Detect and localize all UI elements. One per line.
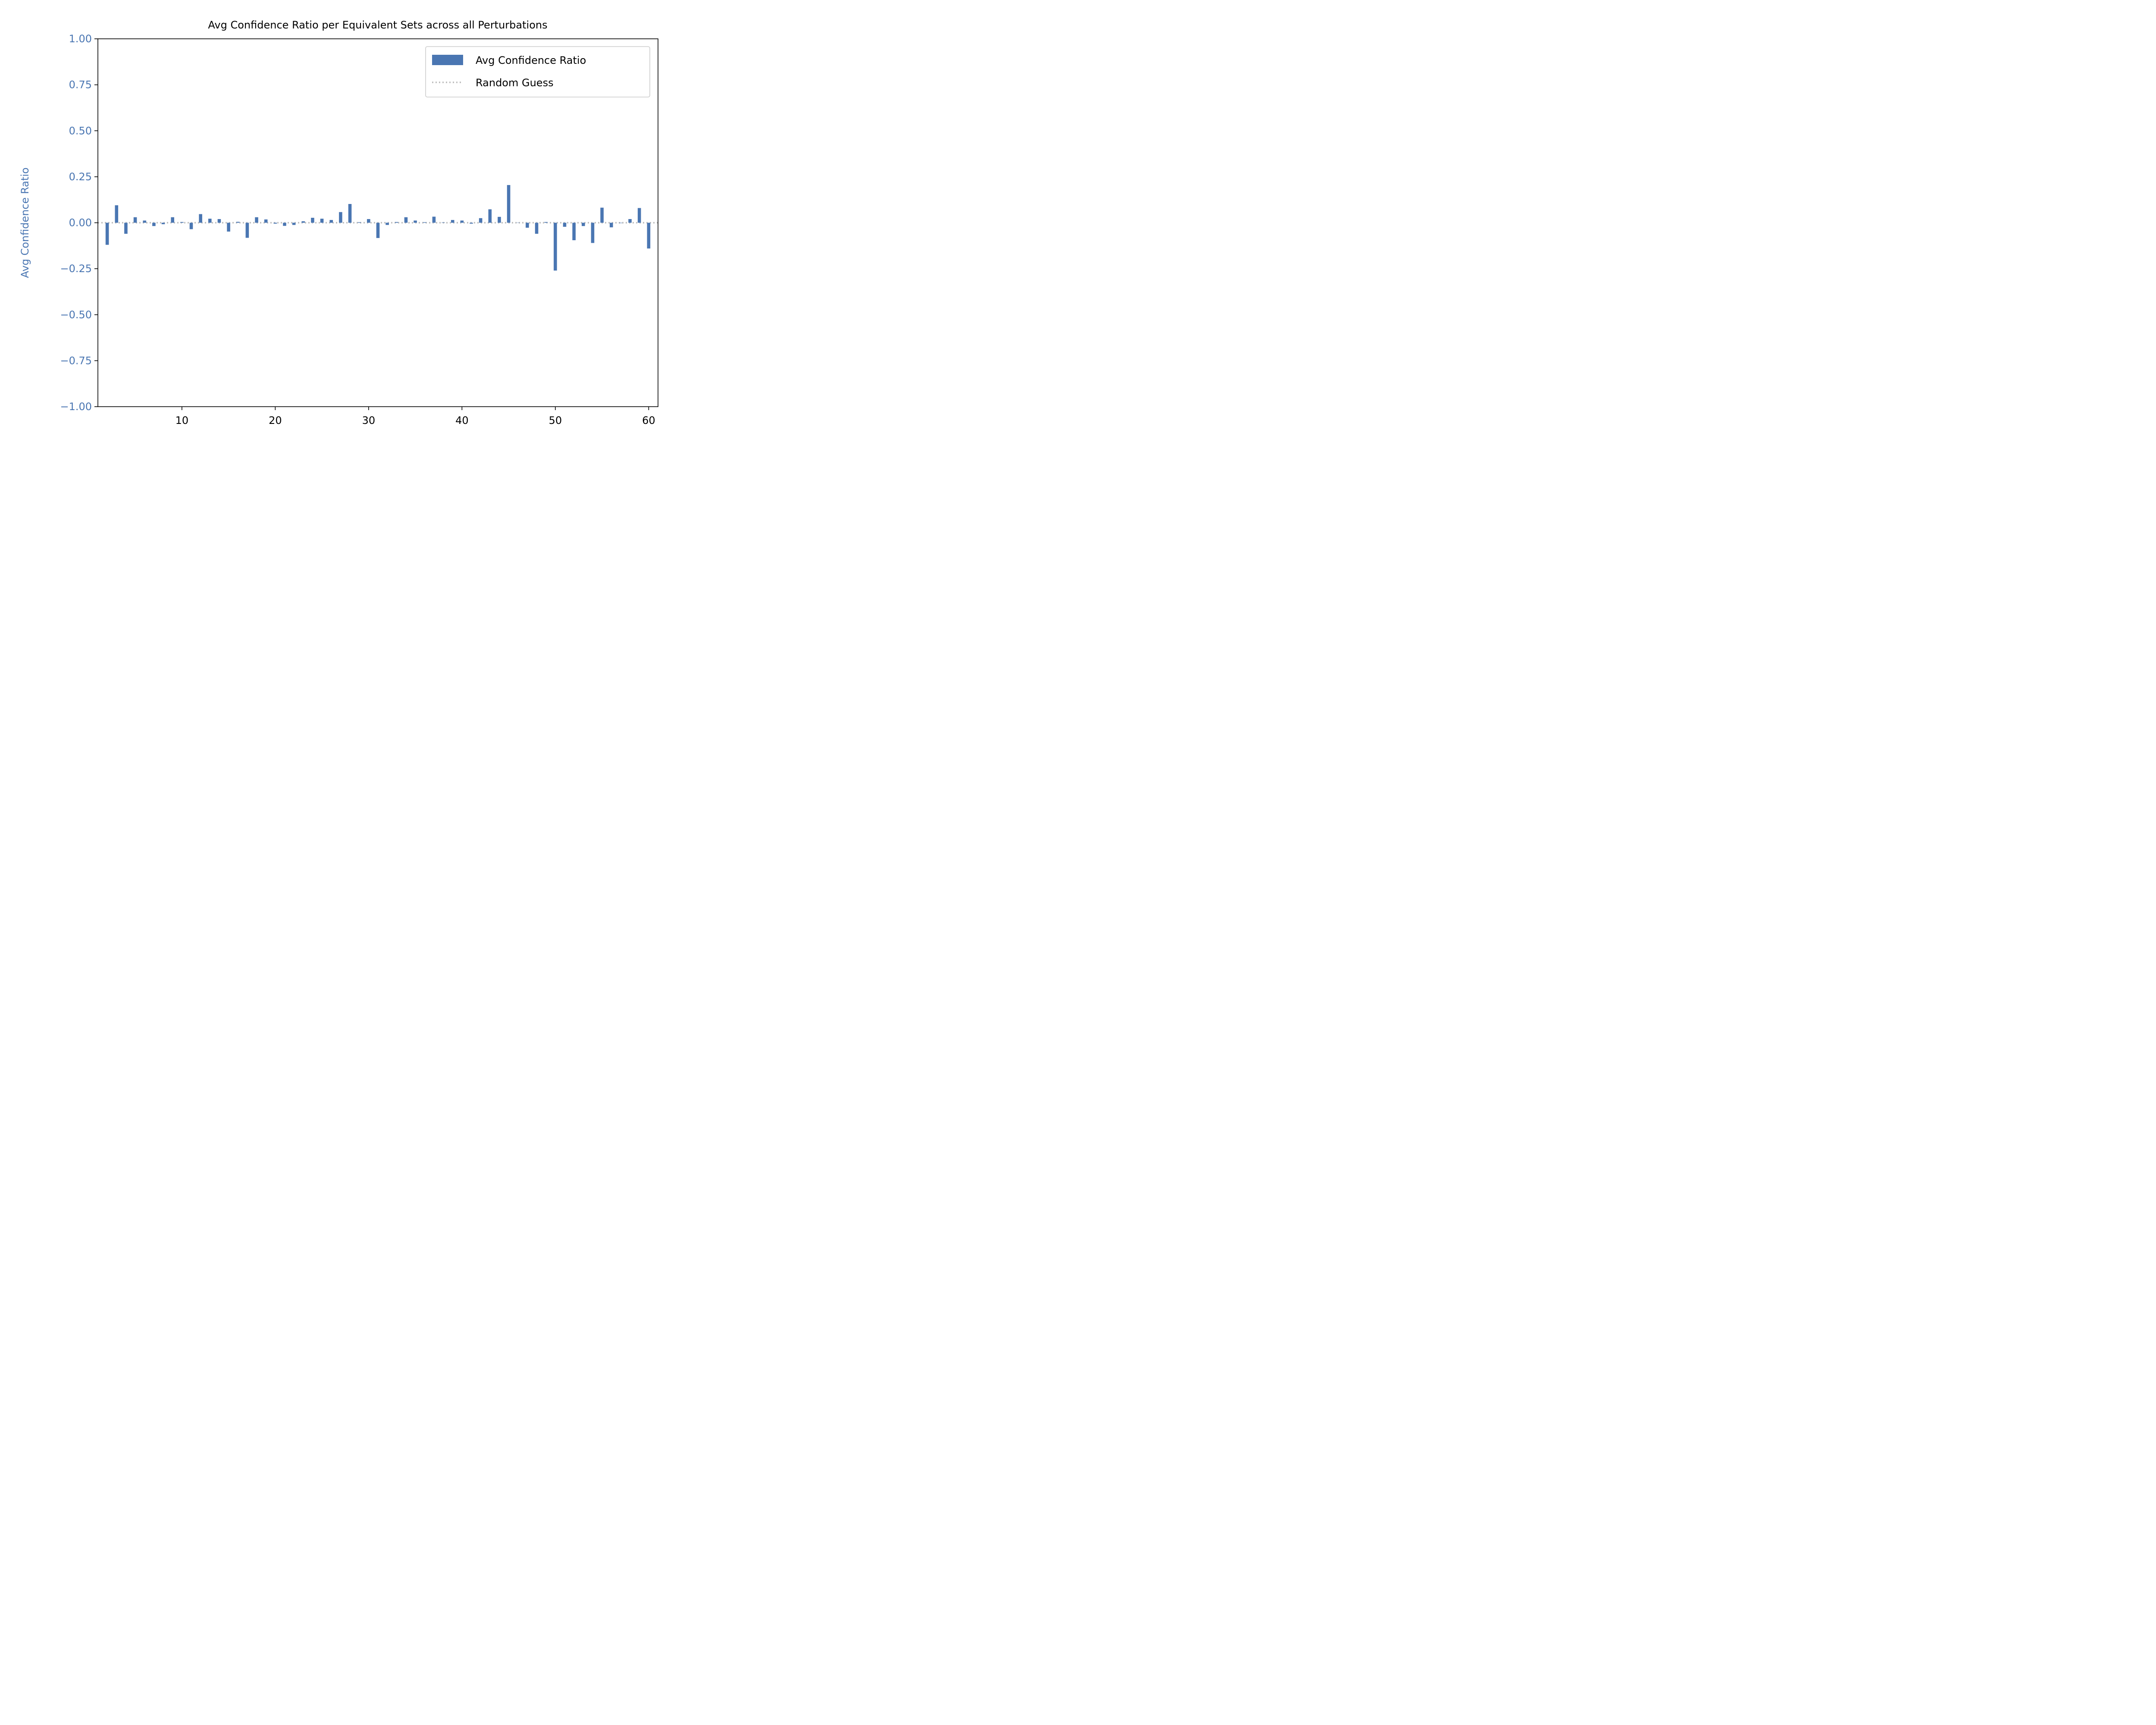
bar-set-48 [535, 223, 539, 234]
bar-set-13 [208, 219, 212, 223]
x-axis: 10 20 30 40 50 60 [175, 407, 655, 427]
chart: Avg Confidence Ratio per Equivalent Sets… [19, 19, 658, 427]
bar-set-33 [395, 222, 398, 223]
bar-set-44 [498, 216, 501, 223]
bar-set-58 [628, 219, 632, 223]
bar-set-47 [526, 223, 529, 228]
bar-set-28 [348, 204, 352, 223]
legend-label-avg-confidence: Avg Confidence Ratio [476, 54, 586, 66]
bar-set-50 [554, 223, 557, 271]
y-tick-label: 0.50 [69, 125, 92, 137]
bar-set-27 [339, 212, 342, 223]
bar-set-37 [432, 216, 436, 223]
y-tick-label: −0.25 [60, 263, 92, 275]
bar-set-22 [292, 223, 296, 225]
bar-set-53 [582, 223, 585, 226]
bar-set-60 [647, 223, 651, 249]
y-tick-label: −0.50 [60, 309, 92, 321]
bar-set-56 [609, 223, 613, 228]
plot-area [97, 38, 658, 407]
bar-set-6 [143, 220, 147, 223]
x-tick-label: 50 [549, 414, 562, 427]
bar-set-41 [470, 223, 473, 224]
bar-set-35 [414, 220, 417, 223]
bar-set-29 [357, 222, 361, 223]
bar-set-17 [245, 223, 249, 238]
bar-set-23 [301, 221, 305, 223]
bar-set-45 [507, 185, 511, 223]
bar-set-42 [479, 218, 483, 223]
bar-set-19 [264, 219, 268, 223]
bar-set-24 [311, 217, 314, 223]
bar-set-40 [460, 220, 464, 223]
x-tick-label: 40 [455, 414, 469, 427]
bar-set-5 [133, 217, 137, 223]
bar-set-20 [273, 223, 277, 224]
x-tick-label: 30 [362, 414, 376, 427]
bar-set-36 [423, 222, 426, 223]
y-tick-label: −0.75 [60, 354, 92, 367]
y-axis: 1.00 0.75 0.50 0.25 0.00 −0.25 −0.50 −0.75 −1.00 [60, 33, 98, 413]
bar-set-49 [544, 222, 548, 223]
bar-set-54 [591, 223, 595, 243]
y-tick-label: −1.00 [60, 401, 92, 413]
bar-set-11 [189, 223, 193, 229]
bar-set-3 [115, 205, 119, 223]
legend: Avg Confidence Ratio Random Guess [425, 46, 650, 97]
bar-set-43 [488, 209, 492, 223]
y-tick-label: 0.75 [69, 79, 92, 91]
bar-set-31 [376, 223, 380, 238]
bar-set-4 [124, 223, 128, 234]
bar-set-15 [227, 223, 230, 232]
bar-set-2 [105, 223, 109, 245]
y-axis-label: Avg Confidence Ratio [19, 167, 31, 278]
x-tick-label: 60 [642, 414, 655, 427]
y-tick-label: 1.00 [69, 33, 92, 45]
bar-set-10 [180, 222, 184, 223]
bar-set-21 [283, 223, 286, 226]
bar-set-26 [329, 220, 333, 223]
y-tick-label: 0.00 [69, 217, 92, 229]
bar-set-34 [404, 217, 408, 223]
bar-set-14 [217, 219, 221, 223]
bar-set-7 [152, 223, 156, 226]
bar-set-55 [600, 207, 604, 223]
bar-set-12 [199, 214, 202, 223]
bar-set-18 [255, 217, 258, 223]
bar-set-59 [637, 208, 641, 223]
bar-set-30 [367, 219, 370, 223]
bar-set-8 [161, 223, 165, 224]
x-tick-label: 20 [269, 414, 282, 427]
x-tick-label: 10 [175, 414, 189, 427]
legend-box [425, 46, 650, 97]
bar-set-39 [451, 220, 454, 223]
bar-set-51 [563, 223, 567, 227]
y-tick-label: 0.25 [69, 171, 92, 183]
legend-label-random-guess: Random Guess [476, 77, 554, 89]
legend-bar-swatch [432, 55, 463, 65]
bar-set-32 [385, 223, 389, 225]
bar-set-16 [236, 222, 240, 223]
chart-title: Avg Confidence Ratio per Equivalent Sets… [208, 19, 547, 31]
bar-set-9 [171, 217, 174, 223]
bar-set-52 [572, 223, 576, 241]
bar-set-25 [320, 219, 324, 223]
